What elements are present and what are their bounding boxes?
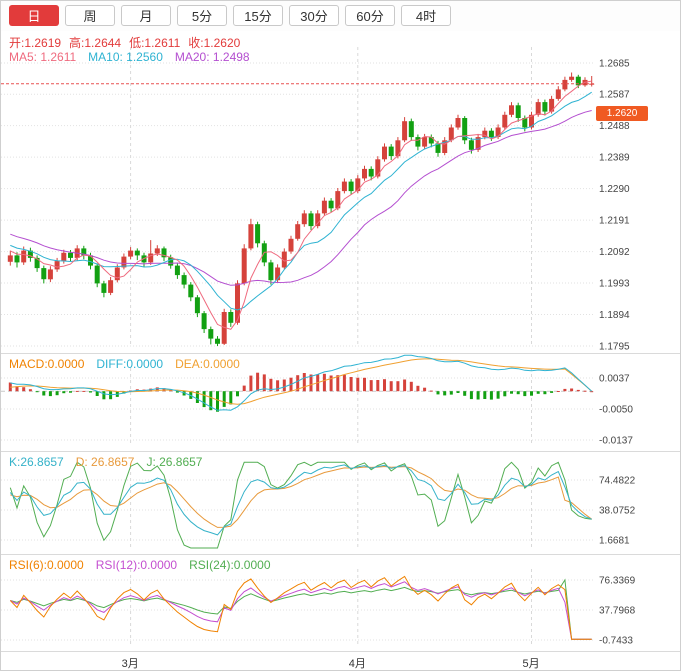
y-tick-label: 1.1894 — [599, 310, 630, 321]
rsi-canvas[interactable]: 76.3369 37.7968 -0.7433 — [1, 555, 681, 652]
rsi12-label: RSI(12):0.0000 — [95, 558, 178, 572]
macd-indicator-labels: MACD:0.0000 DIFF:0.0000 DEA:0.0000 — [9, 357, 240, 371]
ohlc-info-row: 开:1.2619 高:1.2644 低:1.2611 收:1.2620 — [9, 34, 240, 51]
rsi6-label: RSI(6):0.0000 — [9, 558, 84, 572]
rsi-indicator-labels: RSI(6):0.0000 RSI(12):0.0000 RSI(24):0.000… — [9, 558, 271, 572]
rsi24-label: RSI(24):0.0000 — [189, 558, 271, 572]
dea-label: DEA:0.0000 — [175, 357, 240, 371]
y-tick-label: 76.3369 — [599, 576, 636, 587]
y-tick-label: 1.1795 — [599, 342, 630, 353]
y-tick-label: 0.0037 — [599, 374, 630, 385]
close-label: 收:1.2620 — [188, 36, 241, 50]
rsi-panel: RSI(6):0.0000 RSI(12):0.0000 RSI(24):0.000… — [1, 554, 681, 652]
open-label: 开:1.2619 — [9, 36, 62, 50]
y-tick-label: 1.2587 — [599, 90, 630, 101]
y-tick-label: 1.2488 — [599, 121, 630, 132]
y-tick-label: 74.4822 — [599, 476, 636, 487]
macd-label: MACD:0.0000 — [9, 357, 85, 371]
tab-60min[interactable]: 60分 — [345, 5, 395, 26]
x-axis-label: 3月 — [121, 658, 139, 670]
ma20-label: MA20: 1.2498 — [174, 50, 250, 64]
last-price-tag: 1.2620 — [596, 105, 648, 121]
y-tick-label: 1.2685 — [599, 59, 630, 70]
x-axis-label: 4月 — [348, 658, 366, 670]
diff-label: DIFF:0.0000 — [96, 357, 164, 371]
timeframe-toolbar: 日周月 5分 15分 30分 60分 4时 — [1, 1, 680, 31]
macd-canvas[interactable]: 0.0037 -0.0050 -0.0137 — [1, 354, 681, 452]
ma10-label: MA10: 1.2560 — [88, 50, 163, 64]
tab-5min[interactable]: 5分 — [177, 5, 227, 26]
tab-month[interactable]: 月 — [121, 5, 171, 26]
tab-day[interactable]: 日 — [9, 5, 59, 26]
tab-week[interactable]: 周 — [65, 5, 115, 26]
y-tick-label: 37.7968 — [599, 606, 636, 617]
kdj-canvas[interactable]: 74.4822 38.0752 1.6681 — [1, 452, 681, 555]
y-tick-label: 38.0752 — [599, 506, 636, 517]
y-tick-label: 1.2290 — [599, 184, 630, 195]
main-chart-canvas[interactable]: 1.2685 1.2587 1.2488 1.2389 1.2290 1.2191 1.20… — [1, 31, 681, 353]
macd-panel: MACD:0.0000 DIFF:0.0000 DEA:0.0000 0.0037 -… — [1, 353, 681, 452]
high-label: 高:1.2644 — [69, 36, 122, 50]
y-tick-label: 1.2092 — [599, 247, 630, 258]
y-tick-label: 1.2389 — [599, 153, 630, 164]
x-axis-label: 5月 — [522, 658, 540, 670]
tab-30min[interactable]: 30分 — [289, 5, 339, 26]
j-label: J: 26.8657 — [146, 455, 203, 469]
k-label: K:26.8657 — [9, 455, 64, 469]
y-tick-label: -0.0137 — [599, 436, 633, 447]
low-label: 低:1.2611 — [129, 36, 181, 50]
y-tick-label: 1.2191 — [599, 216, 630, 227]
y-tick-label: 1.6681 — [599, 536, 630, 547]
x-axis: 3月 4月 5月 — [1, 651, 680, 670]
y-tick-label: 1.1993 — [599, 279, 630, 290]
y-tick-label: -0.0050 — [599, 405, 633, 416]
tab-4hour[interactable]: 4时 — [401, 5, 451, 26]
main-candlestick-panel: 1.2620 1.2685 1.2587 1.2488 1.2389 1.2290 1.2… — [1, 31, 681, 353]
ma5-label: MA5: 1.2611 — [9, 50, 77, 64]
y-tick-label: -0.7433 — [599, 636, 633, 647]
kdj-indicator-labels: K:26.8657 D: 26.8657 J: 26.8657 — [9, 455, 202, 469]
kdj-panel: K:26.8657 D: 26.8657 J: 26.8657 74.4822 38.… — [1, 451, 681, 555]
d-label: D: 26.8657 — [75, 455, 135, 469]
tab-15min[interactable]: 15分 — [233, 5, 283, 26]
ma-info-row: MA5: 1.2611 MA10: 1.2560 MA20: 1.2498 — [9, 50, 250, 64]
